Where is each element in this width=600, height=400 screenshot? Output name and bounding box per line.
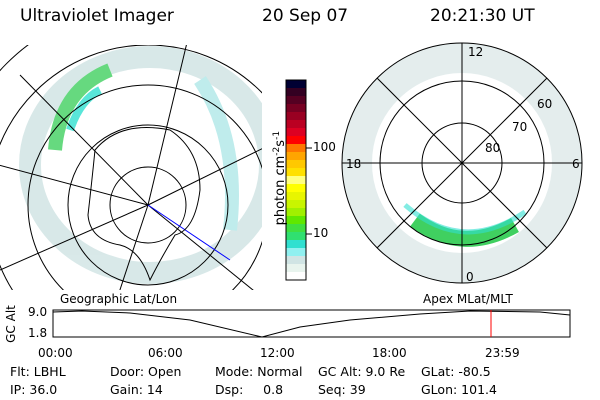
colorbar-segment [286, 136, 306, 145]
apex-label: Apex MLat/MLT [423, 292, 513, 306]
colorbar-segment [286, 152, 306, 161]
info-door: Door: Open [110, 364, 182, 379]
mlt-label-12: 12 [468, 45, 484, 59]
colorbar-segment [286, 120, 306, 129]
colorbar-label: photon cm-2s-1 [271, 130, 289, 226]
colorbar-segment [286, 112, 306, 121]
colorbar-segment [286, 168, 306, 177]
altitude-axis-label: GC Alt [3, 305, 18, 343]
geographic-label: Geographic Lat/Lon [60, 292, 178, 306]
colorbar-segment [286, 176, 306, 185]
mlt-label-6: 6 [572, 157, 580, 171]
info-seq: Seq: 39 [318, 382, 366, 397]
xtick-0: 00:00 [38, 346, 73, 360]
colorbar-segment [286, 88, 306, 97]
colorbar-segment [286, 128, 306, 137]
xtick-3: 18:00 [372, 346, 407, 360]
antarctica-coastline [87, 127, 201, 282]
mlt-label-0: 0 [466, 270, 474, 284]
lat-label-80: 80 [485, 141, 501, 155]
info-gain: Gain: 14 [110, 382, 163, 397]
instrument-title: Ultraviolet Imager [20, 6, 174, 26]
altitude-curve [52, 310, 571, 338]
info-ip: IP: 36.0 [10, 382, 58, 397]
xtick-1: 06:00 [148, 346, 183, 360]
colorbar-segment [286, 240, 306, 249]
time-label: 20:21:30 UT [430, 6, 535, 26]
colorbar-segment [286, 208, 306, 217]
colorbar-tick-100: 100 [313, 140, 336, 154]
colorbar-segment [286, 144, 306, 153]
colorbar-segment [286, 232, 306, 241]
colorbar-segment [286, 104, 306, 113]
lat-label-70: 70 [512, 120, 528, 134]
colorbar-segment [286, 80, 306, 89]
date-label: 20 Sep 07 [262, 6, 349, 26]
aurora-emission-geo [19, 46, 262, 284]
colorbar-segment [286, 216, 306, 225]
info-mode: Mode: Normal [215, 364, 303, 379]
colorbar-segment [286, 200, 306, 209]
colorbar-tick-10: 10 [313, 226, 329, 240]
ytick-9: 9.0 [28, 305, 48, 319]
info-gc-alt: GC Alt: 9.0 Re [318, 364, 406, 379]
colorbar-segment [286, 192, 306, 201]
info-glat: GLat: -80.5 [421, 364, 491, 379]
xtick-4: 23:59 [485, 346, 520, 360]
aurora-emission-mag [410, 213, 519, 247]
info-glon: GLon: 101.4 [421, 382, 497, 397]
colorbar-segment [286, 160, 306, 169]
colorbar-segment [286, 224, 306, 233]
colorbar-segment [286, 248, 306, 257]
info-filter: Flt: LBHL [10, 364, 66, 379]
lat-label-60: 60 [537, 97, 553, 111]
colorbar-segment [286, 184, 306, 193]
xtick-2: 12:00 [260, 346, 295, 360]
colorbar-segment [286, 264, 306, 273]
ytick-1.8: 1.8 [28, 326, 48, 340]
colorbar-segment [286, 96, 306, 105]
mlt-label-18: 18 [346, 157, 362, 171]
colorbar-segment [286, 256, 306, 265]
colorbar-segment [286, 272, 306, 281]
info-dsp: Dsp: 0.8 [215, 382, 284, 397]
